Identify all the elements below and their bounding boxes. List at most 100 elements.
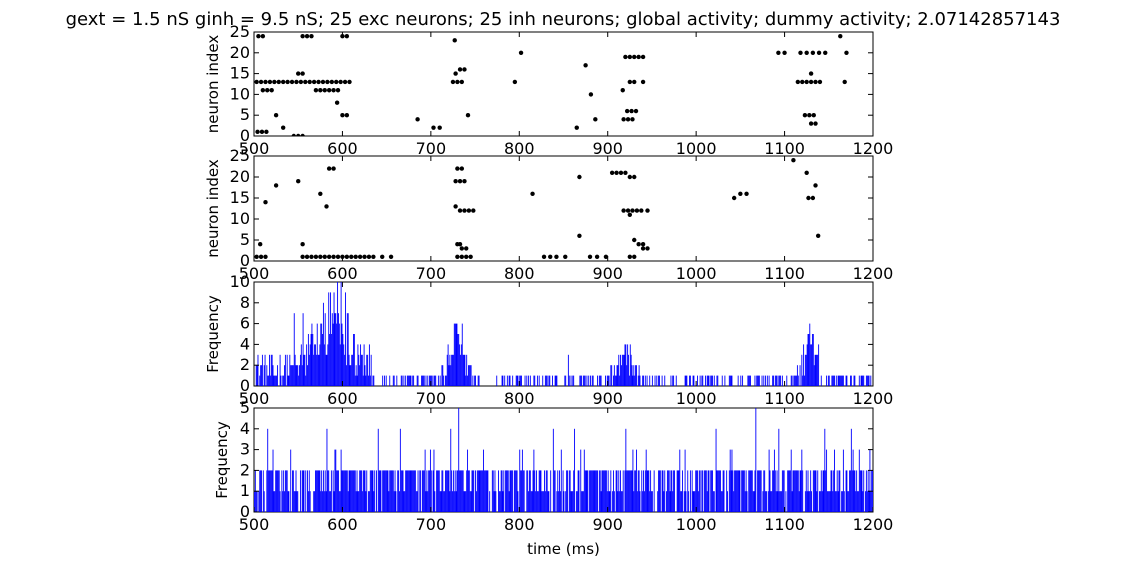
histogram-bar <box>470 491 472 512</box>
histogram-bar <box>354 375 356 386</box>
histogram-bar <box>672 375 674 386</box>
spike-point <box>636 242 641 247</box>
histogram-bar <box>617 365 619 386</box>
histogram-bar <box>311 323 313 386</box>
histogram-bar <box>259 375 261 386</box>
spike-point <box>457 179 463 184</box>
x-tick-label: 900 <box>592 264 623 283</box>
histogram-bar <box>469 491 471 512</box>
histogram-bar <box>537 491 539 512</box>
histogram-bar <box>373 375 375 386</box>
histogram-bar <box>624 344 626 386</box>
histogram-bar <box>603 470 605 512</box>
histogram-bar <box>389 470 391 512</box>
histogram-bar <box>671 470 673 512</box>
spike-point <box>588 92 594 97</box>
spike-point <box>632 237 637 243</box>
histogram-bar <box>403 375 405 386</box>
y-tick-label: 4 <box>240 419 250 438</box>
histogram-bar <box>436 470 438 512</box>
spike-point <box>296 133 301 136</box>
spike-point <box>304 254 310 259</box>
histogram-bar <box>423 470 425 512</box>
histogram-bar <box>586 470 588 512</box>
histogram-bar <box>591 375 593 386</box>
histogram-bar <box>596 470 598 512</box>
histogram-bar <box>634 375 636 386</box>
histogram-bar <box>406 375 408 386</box>
histogram-bar <box>314 344 316 386</box>
histogram-bar <box>842 375 843 386</box>
histogram-bar <box>546 470 548 512</box>
histogram-bar <box>691 470 693 512</box>
histogram-bar <box>735 470 736 512</box>
histogram-bar <box>752 491 754 512</box>
histogram-bar <box>644 375 646 386</box>
histogram-bar <box>351 470 353 512</box>
histogram-bar <box>289 354 291 386</box>
histogram-bar <box>506 470 507 512</box>
histogram-bar <box>462 354 464 386</box>
spike-point <box>450 79 456 85</box>
histogram-bar <box>299 470 301 512</box>
histogram-bar <box>511 470 513 512</box>
histogram-bar <box>313 491 315 512</box>
spike-point <box>254 79 259 85</box>
histogram-bar <box>519 449 521 512</box>
histogram-bar <box>560 449 562 512</box>
histogram-bar <box>589 470 591 512</box>
spike-point <box>618 170 624 175</box>
histogram-bar <box>791 491 793 512</box>
histogram-bar <box>780 491 782 512</box>
histogram-bar <box>676 470 678 512</box>
histogram-bar <box>708 375 710 386</box>
histogram-bar <box>515 470 517 512</box>
spike-point <box>640 79 646 85</box>
histogram-bar <box>599 470 601 512</box>
histogram-bar <box>294 491 296 512</box>
histogram-bar <box>380 470 382 512</box>
histogram-bar <box>817 354 819 386</box>
histogram-bar <box>841 491 843 512</box>
histogram-bar <box>316 470 318 512</box>
histogram-bar <box>338 313 339 386</box>
histogram-bar <box>391 470 393 512</box>
histogram-bar <box>586 375 588 386</box>
histogram-bar <box>750 470 752 512</box>
histogram-bar <box>373 491 375 512</box>
histogram-bar <box>824 428 826 512</box>
spike-point <box>813 79 818 85</box>
histogram-bar <box>751 470 753 512</box>
histogram-bar <box>724 375 726 386</box>
histogram-bar <box>438 470 440 512</box>
histogram-bar <box>284 354 286 386</box>
histogram-bar <box>743 470 744 512</box>
x-tick-label: 1000 <box>676 139 717 158</box>
histogram-bar <box>831 470 833 512</box>
histogram-bar <box>412 470 414 512</box>
histogram-bar <box>679 449 681 512</box>
spike-point <box>342 79 348 85</box>
histogram-bar <box>716 470 718 512</box>
histogram-bar <box>633 365 635 386</box>
histogram-bar <box>804 354 806 386</box>
x-tick-label: 800 <box>504 264 535 283</box>
histogram-bar <box>263 491 265 512</box>
histogram-bar <box>501 470 503 512</box>
histogram-bar <box>741 470 743 512</box>
histogram-bar <box>339 491 341 512</box>
histogram-bar <box>334 449 336 512</box>
histogram-bar <box>635 470 637 512</box>
histogram-bar <box>409 375 411 386</box>
spike-point <box>791 158 796 163</box>
y-tick-label: 10 <box>230 272 250 291</box>
histogram-bar <box>534 470 536 512</box>
histogram-bar <box>294 354 296 386</box>
histogram-bar <box>457 334 459 386</box>
histogram-bar <box>350 470 352 512</box>
histogram-bar <box>627 344 629 386</box>
histogram-bar <box>424 449 426 512</box>
histogram-bar <box>801 354 803 386</box>
x-tick-label: 1200 <box>853 264 894 283</box>
histogram-bar <box>351 354 353 386</box>
